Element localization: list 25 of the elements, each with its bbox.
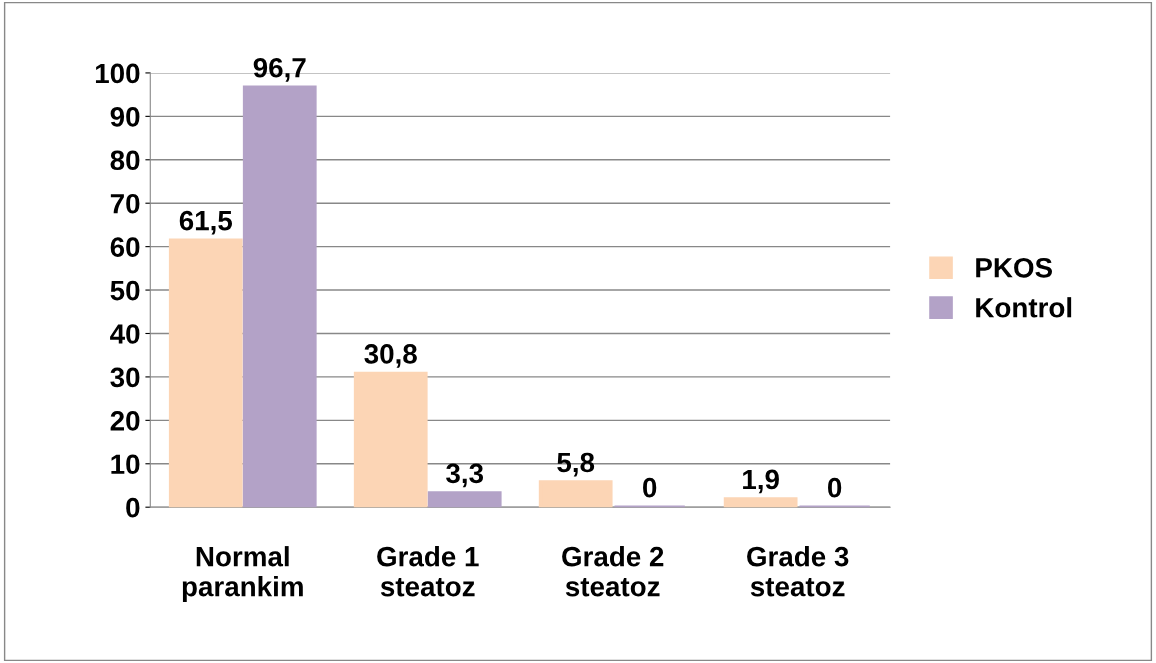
y-tick-label: 90 xyxy=(110,107,140,127)
data-label: 3,3 xyxy=(446,463,484,488)
x-tick-label: Normal parankim xyxy=(182,546,303,602)
x-tick-label: Grade 1 steatoz xyxy=(377,546,479,597)
y-tick-label: 0 xyxy=(126,497,140,518)
data-label: 0 xyxy=(828,477,842,498)
y-tick-label: 60 xyxy=(110,237,140,257)
legend-label: Kontrol xyxy=(976,297,1072,318)
data-label: 96,7 xyxy=(253,57,306,82)
y-tick-label: 100 xyxy=(95,63,140,84)
data-label: 0 xyxy=(643,477,657,498)
y-tick-label: 20 xyxy=(110,411,140,431)
legend-label: PKOS xyxy=(976,257,1052,278)
y-tick-label: 40 xyxy=(110,324,140,344)
y-tick-label: 50 xyxy=(110,280,140,301)
data-label: 30,8 xyxy=(364,344,417,368)
data-label: 61,5 xyxy=(179,210,233,235)
x-tick-label: Grade 2 steatoz xyxy=(562,546,664,597)
y-tick-label: 10 xyxy=(111,454,140,475)
data-label: 1,9 xyxy=(743,469,779,494)
data-label: 5,8 xyxy=(557,452,595,477)
y-tick-label: 30 xyxy=(110,367,140,388)
y-tick-label: 80 xyxy=(110,150,140,171)
x-tick-label: Grade 3 steatoz xyxy=(747,546,849,597)
y-tick-label: 70 xyxy=(110,193,140,214)
